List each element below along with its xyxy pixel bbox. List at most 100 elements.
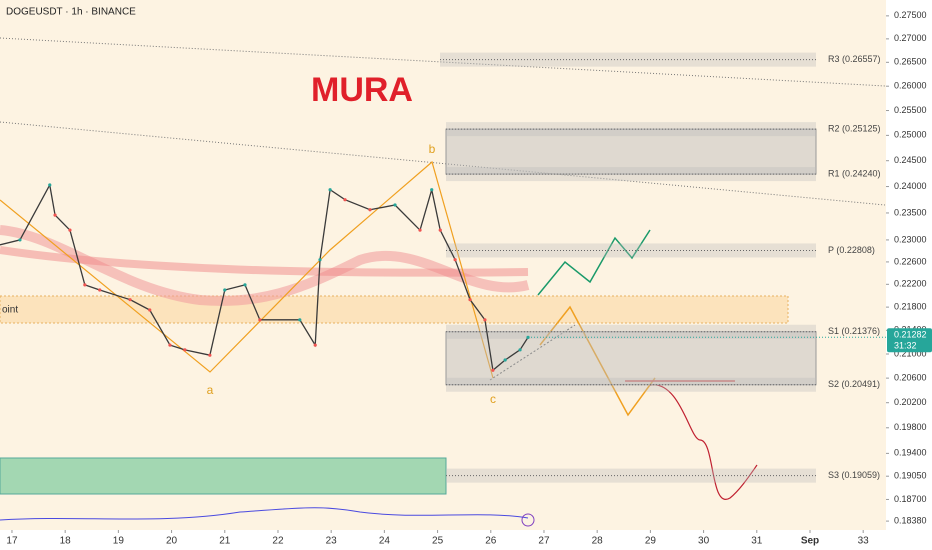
x-tick-label: 33 bbox=[858, 536, 870, 547]
x-tick-label: 20 bbox=[166, 536, 178, 547]
y-tick-label: 0.20600 bbox=[894, 372, 927, 382]
level-label: S2 (0.20491) bbox=[828, 379, 880, 389]
drawings bbox=[0, 37, 886, 527]
wave-label: b bbox=[429, 142, 436, 156]
y-tick-label: 0.19050 bbox=[894, 471, 927, 481]
volume-zone bbox=[0, 457, 447, 495]
x-tick-label: 17 bbox=[6, 536, 18, 547]
price-point bbox=[68, 228, 72, 232]
price-line bbox=[0, 183, 529, 372]
y-tick-label: 0.27500 bbox=[894, 10, 927, 20]
wave-label: c bbox=[490, 392, 496, 406]
price-point bbox=[168, 343, 172, 347]
symbol-header: DOGEUSDT · 1h · BINANCE bbox=[6, 7, 136, 18]
y-tick-label: 0.18380 bbox=[894, 515, 927, 525]
y-tick-label: 0.21800 bbox=[894, 301, 927, 311]
pivot-zone bbox=[445, 128, 817, 175]
price-point bbox=[98, 288, 102, 292]
y-tick-label: 0.26500 bbox=[894, 57, 927, 67]
projection-orange bbox=[539, 305, 656, 417]
price-point bbox=[343, 198, 347, 202]
price-point bbox=[468, 298, 472, 302]
price-point bbox=[368, 208, 372, 212]
trendline bbox=[0, 37, 886, 87]
level-band bbox=[446, 468, 816, 483]
zone-label: oint bbox=[2, 305, 18, 316]
x-tick-label: 19 bbox=[113, 536, 125, 547]
level-label: S1 (0.21376) bbox=[828, 326, 880, 336]
y-tick-label: 0.18700 bbox=[894, 494, 927, 504]
y-tick-label: 0.26000 bbox=[894, 81, 927, 91]
levels: R3 (0.26557) R2 (0.25125) R1 (0.24240) P (0… bbox=[440, 52, 881, 483]
y-tick-label: 0.23500 bbox=[894, 207, 927, 217]
price-point bbox=[48, 183, 52, 187]
y-tick-label: 0.27000 bbox=[894, 33, 927, 43]
level-band bbox=[440, 52, 816, 67]
y-tick-label: 0.25500 bbox=[894, 105, 927, 115]
level-label: R1 (0.24240) bbox=[828, 168, 881, 178]
countdown: 31:32 bbox=[894, 341, 917, 351]
x-tick-label: 18 bbox=[60, 536, 72, 547]
price-point bbox=[128, 298, 132, 302]
y-tick-label: 0.24500 bbox=[894, 155, 927, 165]
x-tick-label: 23 bbox=[326, 536, 338, 547]
icon bbox=[521, 513, 535, 527]
x-tick-label: 27 bbox=[538, 536, 550, 547]
x-tick-label: 21 bbox=[219, 536, 231, 547]
price-point bbox=[258, 318, 262, 322]
price-point bbox=[453, 258, 457, 262]
level-band bbox=[446, 324, 816, 339]
price-point bbox=[483, 318, 487, 322]
price-point bbox=[148, 308, 152, 312]
price-point bbox=[208, 353, 212, 357]
price-axis bbox=[886, 0, 932, 550]
level-band bbox=[446, 377, 816, 392]
ma-ribbon bbox=[0, 246, 529, 277]
price-point bbox=[328, 188, 332, 192]
y-tick-label: 0.22200 bbox=[894, 279, 927, 289]
x-tick-label: 26 bbox=[485, 536, 497, 547]
x-tick-label: 30 bbox=[698, 536, 710, 547]
level-label: R2 (0.25125) bbox=[828, 123, 881, 133]
y-tick-label: 0.25000 bbox=[894, 130, 927, 140]
wave-label: a bbox=[207, 383, 214, 397]
y-tick-label: 0.19400 bbox=[894, 448, 927, 458]
x-tick-label: Sep bbox=[801, 536, 819, 547]
level-label: S3 (0.19059) bbox=[828, 470, 880, 480]
price-point bbox=[430, 188, 434, 192]
x-tick-label: 28 bbox=[592, 536, 604, 547]
x-tick-label: 31 bbox=[751, 536, 763, 547]
plot bbox=[0, 183, 530, 372]
price-point bbox=[243, 283, 247, 287]
wave bbox=[0, 160, 494, 379]
level-band bbox=[446, 167, 816, 182]
price-point bbox=[53, 213, 57, 217]
x-tick-label: 24 bbox=[379, 536, 391, 547]
price-point bbox=[418, 228, 422, 232]
price-point bbox=[393, 203, 397, 207]
level-label: R3 (0.26557) bbox=[828, 54, 881, 64]
trendline bbox=[0, 121, 886, 206]
projection-down bbox=[649, 384, 758, 500]
level-band bbox=[446, 243, 816, 258]
price-point bbox=[183, 348, 187, 352]
price-point bbox=[503, 358, 507, 362]
channel bbox=[489, 324, 576, 381]
volume-ma bbox=[0, 507, 529, 521]
price-point bbox=[223, 288, 227, 292]
projection-up bbox=[537, 229, 651, 296]
y-tick-label: 0.23000 bbox=[894, 234, 927, 244]
y-tick-label: 0.22600 bbox=[894, 256, 927, 266]
price-point bbox=[313, 343, 317, 347]
price-point bbox=[18, 238, 22, 242]
price-point bbox=[438, 228, 442, 232]
y-tick-label: 0.21000 bbox=[894, 348, 927, 358]
time-axis bbox=[0, 530, 932, 550]
y-tick-label: 0.20200 bbox=[894, 397, 927, 407]
price-point bbox=[298, 318, 302, 322]
x-tick-label: 29 bbox=[645, 536, 657, 547]
y-tick-label: 0.24000 bbox=[894, 181, 927, 191]
price-point bbox=[83, 283, 87, 287]
price-tag-label: 0.21282 bbox=[894, 330, 927, 340]
